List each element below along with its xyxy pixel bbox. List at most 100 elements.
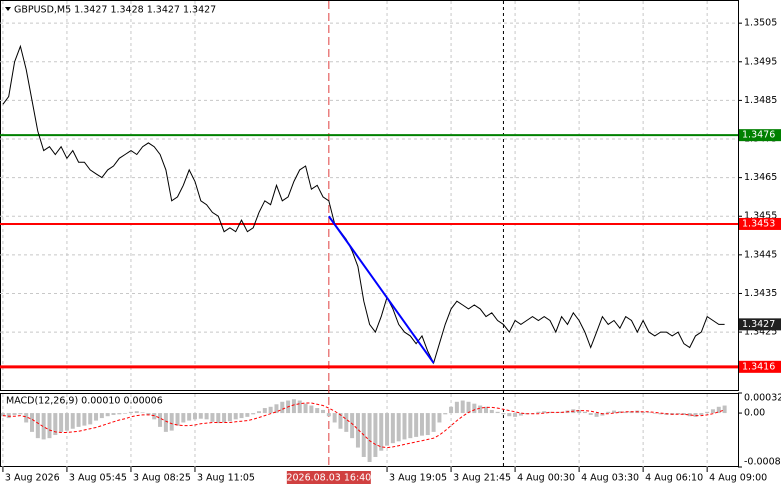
histogram-bar (518, 413, 523, 416)
histogram-bar (128, 411, 133, 414)
histogram-bar (536, 411, 541, 414)
x-tick-label: 3 Aug 11:05 (197, 473, 255, 484)
histogram-bar (710, 409, 715, 414)
histogram-bar (617, 411, 622, 414)
histogram-bar (350, 413, 355, 439)
histogram-bar (134, 411, 139, 414)
x-tick-label: 3 Aug 08:25 (133, 473, 191, 484)
histogram-bar (187, 413, 192, 421)
histogram-bar (111, 413, 116, 415)
histogram-bar (82, 413, 87, 426)
histogram-bar (0, 413, 5, 417)
histogram-bar (466, 401, 471, 414)
crosshair-label-box (286, 471, 371, 484)
macd-title: MACD(12,26,9) 0.00010 0.00006 (6, 396, 163, 407)
histogram-bar (47, 413, 52, 439)
histogram-bar (385, 413, 390, 446)
menu-arrow (5, 7, 11, 11)
histogram-bar (658, 413, 663, 415)
y-tick-label: 1.3455 (744, 211, 777, 222)
histogram-bar (641, 411, 646, 414)
histogram-bar (646, 412, 651, 414)
trend-line (328, 215, 435, 364)
histogram-bar (315, 408, 320, 414)
histogram-bar (163, 413, 168, 432)
histogram-bar (483, 406, 488, 414)
histogram-bar (233, 413, 238, 420)
histogram-bar (419, 413, 424, 436)
histogram-bar (338, 413, 343, 429)
histogram-bar (30, 413, 35, 432)
histogram-bar (24, 413, 29, 423)
histogram-bar (192, 413, 197, 420)
histogram-bar (355, 413, 360, 448)
level-label: 1.3416 (742, 361, 775, 372)
histogram-bar (227, 413, 232, 422)
histogram-bar (542, 411, 547, 414)
x-tick-label: 4 Aug 09:00 (709, 473, 767, 484)
histogram-bar (204, 413, 209, 420)
y-tick-label: 1.3505 (744, 18, 777, 29)
last-price-label: 1.3427 (742, 319, 775, 330)
y-tick-label: 0.00032 (744, 393, 781, 404)
histogram-bar (239, 413, 244, 419)
level-label-box (739, 217, 781, 230)
y-tick-label: 0.00 (744, 408, 765, 419)
histogram-bar (251, 413, 256, 415)
histogram-bar (332, 413, 337, 423)
histogram-bar (588, 413, 593, 415)
x-tick-label: 4 Aug 03:30 (581, 473, 639, 484)
histogram-bar (623, 411, 628, 414)
histogram-bar (681, 413, 686, 415)
x-tick-label: 3 Aug 21:45 (453, 473, 511, 484)
histogram-bar (344, 413, 349, 432)
histogram-bar (507, 413, 512, 417)
histogram-bar (652, 413, 657, 414)
histogram-bar (35, 413, 40, 439)
histogram-bar (274, 404, 279, 414)
y-tick-label: 1.3425 (744, 327, 777, 338)
histogram-bar (152, 413, 157, 420)
y-tick-label: 1.3485 (744, 95, 777, 106)
histogram-bar (18, 413, 23, 415)
histogram-bar (460, 400, 465, 414)
histogram-bar (431, 413, 436, 432)
x-tick-label: 4 Aug 06:10 (645, 473, 703, 484)
histogram-bar (396, 413, 401, 442)
y-tick-label: 1.3465 (744, 172, 777, 183)
histogram-bar (41, 413, 46, 440)
histogram-bar (210, 413, 215, 422)
histogram-bar (606, 411, 611, 414)
histogram-bar (425, 413, 430, 436)
histogram-bar (513, 413, 518, 417)
y-tick-label: 1.3435 (744, 288, 777, 299)
histogram-bar (245, 413, 250, 417)
histogram-bar (722, 405, 727, 414)
chart-title: GBPUSD,M5 1.3427 1.3428 1.3427 1.3427 (14, 5, 216, 16)
histogram-bar (582, 411, 587, 414)
histogram-bar (676, 413, 681, 415)
histogram-bar (181, 413, 186, 423)
histogram-bar (454, 401, 459, 414)
histogram-bar (158, 413, 163, 427)
histogram-bar (693, 413, 698, 417)
x-tick-label: 3 Aug 05:45 (69, 473, 127, 484)
histogram-bar (437, 413, 442, 423)
histogram-bar (99, 413, 104, 419)
histogram-bar (262, 408, 267, 414)
histogram-bar (478, 405, 483, 414)
histogram-bar (256, 411, 261, 414)
histogram-bar (303, 403, 308, 414)
y-tick-label: -0.00086 (744, 457, 781, 468)
histogram-bar (449, 406, 454, 414)
histogram-bar (59, 413, 64, 432)
histogram-bar (280, 401, 285, 414)
x-tick-label: 3 Aug 2026 (5, 473, 60, 484)
histogram-bar (367, 413, 372, 462)
histogram-bar (268, 406, 273, 414)
histogram-bar (390, 413, 395, 444)
y-tick-label: 1.3445 (744, 249, 777, 260)
histogram-bar (297, 400, 302, 414)
x-tick-label: 3 Aug 19:05 (389, 473, 447, 484)
